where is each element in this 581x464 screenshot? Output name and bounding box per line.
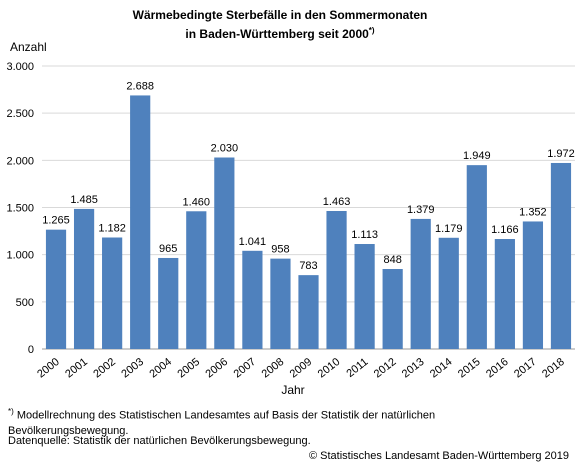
- footnote-text: Modellrechnung des Statistischen Landesa…: [8, 409, 436, 437]
- x-tick-label: 2002: [91, 356, 118, 381]
- bar: [186, 211, 207, 349]
- data-label: 2.688: [126, 80, 154, 92]
- bar: [73, 208, 95, 349]
- y-tick-label: 0: [28, 344, 34, 356]
- copyright: © Statistisches Landesamt Baden-Württemb…: [308, 450, 569, 462]
- bar: [466, 165, 487, 349]
- x-tick-label: 2001: [63, 356, 90, 381]
- bar: [242, 250, 263, 349]
- x-tick-label: 2015: [456, 356, 483, 381]
- x-tick-label: 2003: [119, 356, 146, 381]
- bar: [102, 237, 123, 349]
- x-tick-label: 2007: [232, 356, 259, 381]
- x-tick-label: 2006: [204, 356, 231, 381]
- bar: [382, 269, 403, 349]
- bar: [410, 218, 431, 349]
- x-tick-label: 2016: [484, 356, 511, 381]
- x-tick-label: 2000: [35, 356, 62, 381]
- x-tick-label: 2014: [428, 356, 455, 381]
- y-tick-label: 1.000: [6, 250, 34, 262]
- chart-title-note-mark: *): [368, 26, 375, 35]
- footnote: *) Modellrechnung des Statistischen Land…: [8, 404, 528, 439]
- x-tick-label: 2008: [260, 356, 287, 381]
- y-axis-ticks: 0 500 1.000 1.500 2.000 2.500 3.000: [6, 61, 34, 356]
- data-label: 1.041: [239, 236, 267, 248]
- bar: [45, 229, 67, 349]
- chart-title-line2-text: in Baden-Württemberg seit 2000: [185, 27, 369, 41]
- data-label: 1.460: [183, 196, 211, 208]
- bar: [438, 237, 459, 349]
- x-tick-label: 2010: [316, 356, 343, 381]
- bar: [550, 162, 572, 349]
- footnote-mark: *): [8, 407, 14, 416]
- bar: [214, 157, 235, 349]
- bar: [354, 244, 375, 349]
- chart-title-line2: in Baden-Württemberg seit 2000*): [0, 23, 560, 42]
- x-tick-label: 2004: [147, 356, 174, 381]
- data-label: 1.972: [547, 148, 575, 160]
- data-label: 1.113: [351, 229, 378, 241]
- data-source: Datenquelle: Statistik der natürlichen B…: [8, 435, 311, 447]
- x-tick-label: 2018: [540, 356, 567, 381]
- data-label: 1.352: [519, 206, 547, 218]
- bar: [298, 275, 319, 349]
- x-tick-label: 2009: [288, 356, 315, 381]
- data-label: 1.463: [323, 196, 351, 208]
- bar: [270, 258, 291, 349]
- bar: [130, 95, 151, 349]
- data-label: 783: [299, 260, 317, 272]
- y-tick-label: 1.500: [6, 203, 34, 215]
- x-axis-label: Jahr: [281, 383, 304, 397]
- data-label: 1.179: [435, 223, 463, 235]
- data-label: 848: [383, 254, 401, 266]
- x-axis-ticks: 2000 2001 2002 2003 2004 2005 2006 2007 2008 2009…: [35, 356, 567, 381]
- chart-title-line1: Wärmebedingte Sterbefälle in den Sommerm…: [132, 8, 428, 22]
- x-tick-label: 2012: [372, 356, 399, 381]
- x-tick-label: 2011: [344, 356, 370, 380]
- x-tick-label: 2013: [400, 356, 427, 381]
- x-tick-label: 2005: [175, 356, 202, 381]
- data-label: 1.379: [407, 204, 435, 216]
- bar: [326, 210, 347, 349]
- chart-title: Wärmebedingte Sterbefälle in den Sommerm…: [0, 8, 560, 42]
- x-tick-label: 2017: [512, 356, 539, 381]
- y-tick-label: 3.000: [6, 61, 34, 73]
- bars: [45, 95, 572, 349]
- y-tick-label: 2.000: [6, 155, 34, 167]
- bar: [158, 257, 179, 349]
- data-label: 2.030: [211, 143, 239, 155]
- data-label: 1.485: [70, 194, 98, 206]
- bar: [494, 239, 515, 349]
- data-label: 1.265: [42, 215, 70, 227]
- bar: [522, 221, 544, 349]
- y-tick-label: 2.500: [6, 108, 34, 120]
- bar-chart: 0 500 1.000 1.500 2.000 2.500 3.000 1.2651.485…: [6, 40, 575, 397]
- data-label: 1.166: [491, 224, 519, 236]
- data-label: 965: [159, 243, 177, 255]
- data-label: 1.949: [463, 150, 491, 162]
- data-label: 958: [271, 244, 289, 256]
- y-tick-label: 500: [16, 297, 34, 309]
- data-label: 1.182: [98, 222, 126, 234]
- y-axis-label: Anzahl: [10, 40, 47, 54]
